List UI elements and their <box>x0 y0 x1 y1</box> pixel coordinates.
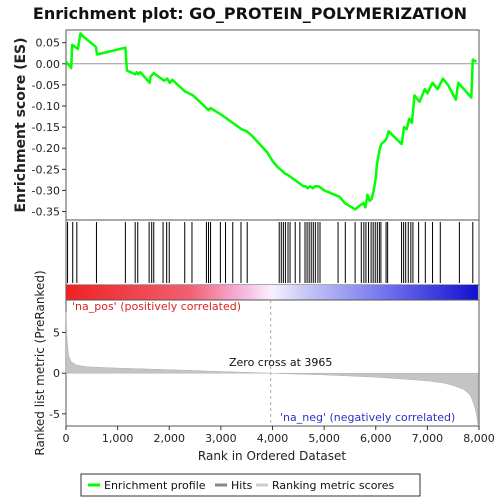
x-axis-ticks: 0 1,000 2,000 3,000 4,000 5,000 6,000 7,000 8,00… <box>63 426 495 445</box>
x-tick-label: 4,000 <box>257 432 289 445</box>
x-tick-label: 5,000 <box>308 432 340 445</box>
es-y-tick-label: -0.30 <box>32 184 60 197</box>
hit-lines-group <box>67 222 474 283</box>
na-neg-label: 'na_neg' (negatively correlated) <box>280 411 455 424</box>
metric-y-ticks: 5 0 -5 <box>49 327 66 421</box>
es-y-tick-label: -0.15 <box>32 121 60 134</box>
hits-panel <box>65 219 480 301</box>
legend-label-ranking: Ranking metric scores <box>272 479 394 492</box>
es-y-tick-label: -0.35 <box>32 206 60 219</box>
ranking-metric-area <box>65 312 479 425</box>
chart-title: Enrichment plot: GO_PROTEIN_POLYMERIZATI… <box>33 4 467 23</box>
es-y-tick-label: -0.05 <box>32 79 60 92</box>
zero-cross-label: Zero cross at 3965 <box>229 356 332 369</box>
x-axis-label: Rank in Ordered Dataset <box>198 449 346 463</box>
es-y-tick-label: -0.20 <box>32 142 60 155</box>
x-tick-label: 3,000 <box>205 432 237 445</box>
enrichment-profile-line <box>65 32 478 211</box>
es-y-ticks: 0.05 0.00 -0.05 -0.10 -0.15 -0.20 -0.25 -0.30 -0… <box>32 37 66 219</box>
x-tick-label: 6,000 <box>360 432 392 445</box>
x-tick-label: 1,000 <box>102 432 134 445</box>
legend: Enrichment profile Hits Ranking metric s… <box>80 473 421 497</box>
x-tick-label: 0 <box>63 432 70 445</box>
metric-y-tick-label: -5 <box>49 408 60 421</box>
legend-label-enrichment: Enrichment profile <box>104 479 206 492</box>
es-panel: 0.05 0.00 -0.05 -0.10 -0.15 -0.20 -0.25 -0.30 -0… <box>13 29 480 221</box>
metric-y-tick-label: 5 <box>53 327 60 340</box>
es-y-tick-label: 0.05 <box>36 37 61 50</box>
es-y-tick-label: 0.00 <box>36 58 61 71</box>
rank-color-bar-fill <box>66 285 478 300</box>
legend-frame <box>80 473 421 497</box>
x-tick-label: 2,000 <box>154 432 186 445</box>
es-y-tick-label: -0.25 <box>32 163 60 176</box>
legend-label-hits: Hits <box>231 479 253 492</box>
es-plot-frame <box>65 29 480 221</box>
metric-y-tick-label: 0 <box>53 367 60 380</box>
es-y-tick-label: -0.10 <box>32 100 60 113</box>
x-tick-label: 7,000 <box>412 432 444 445</box>
hits-frame <box>65 219 480 286</box>
es-series-group <box>65 32 478 211</box>
metric-plot-frame <box>65 299 480 427</box>
metric-y-axis-label: Ranked list metric (PreRanked) <box>33 270 47 455</box>
metric-panel: 50-5 'na_pos' (positively correlated) Ze… <box>33 270 495 463</box>
x-tick-label: 8,000 <box>463 432 495 445</box>
es-y-axis-label: Enrichment score (ES) <box>13 37 29 212</box>
na-pos-label: 'na_pos' (positively correlated) <box>72 300 241 313</box>
